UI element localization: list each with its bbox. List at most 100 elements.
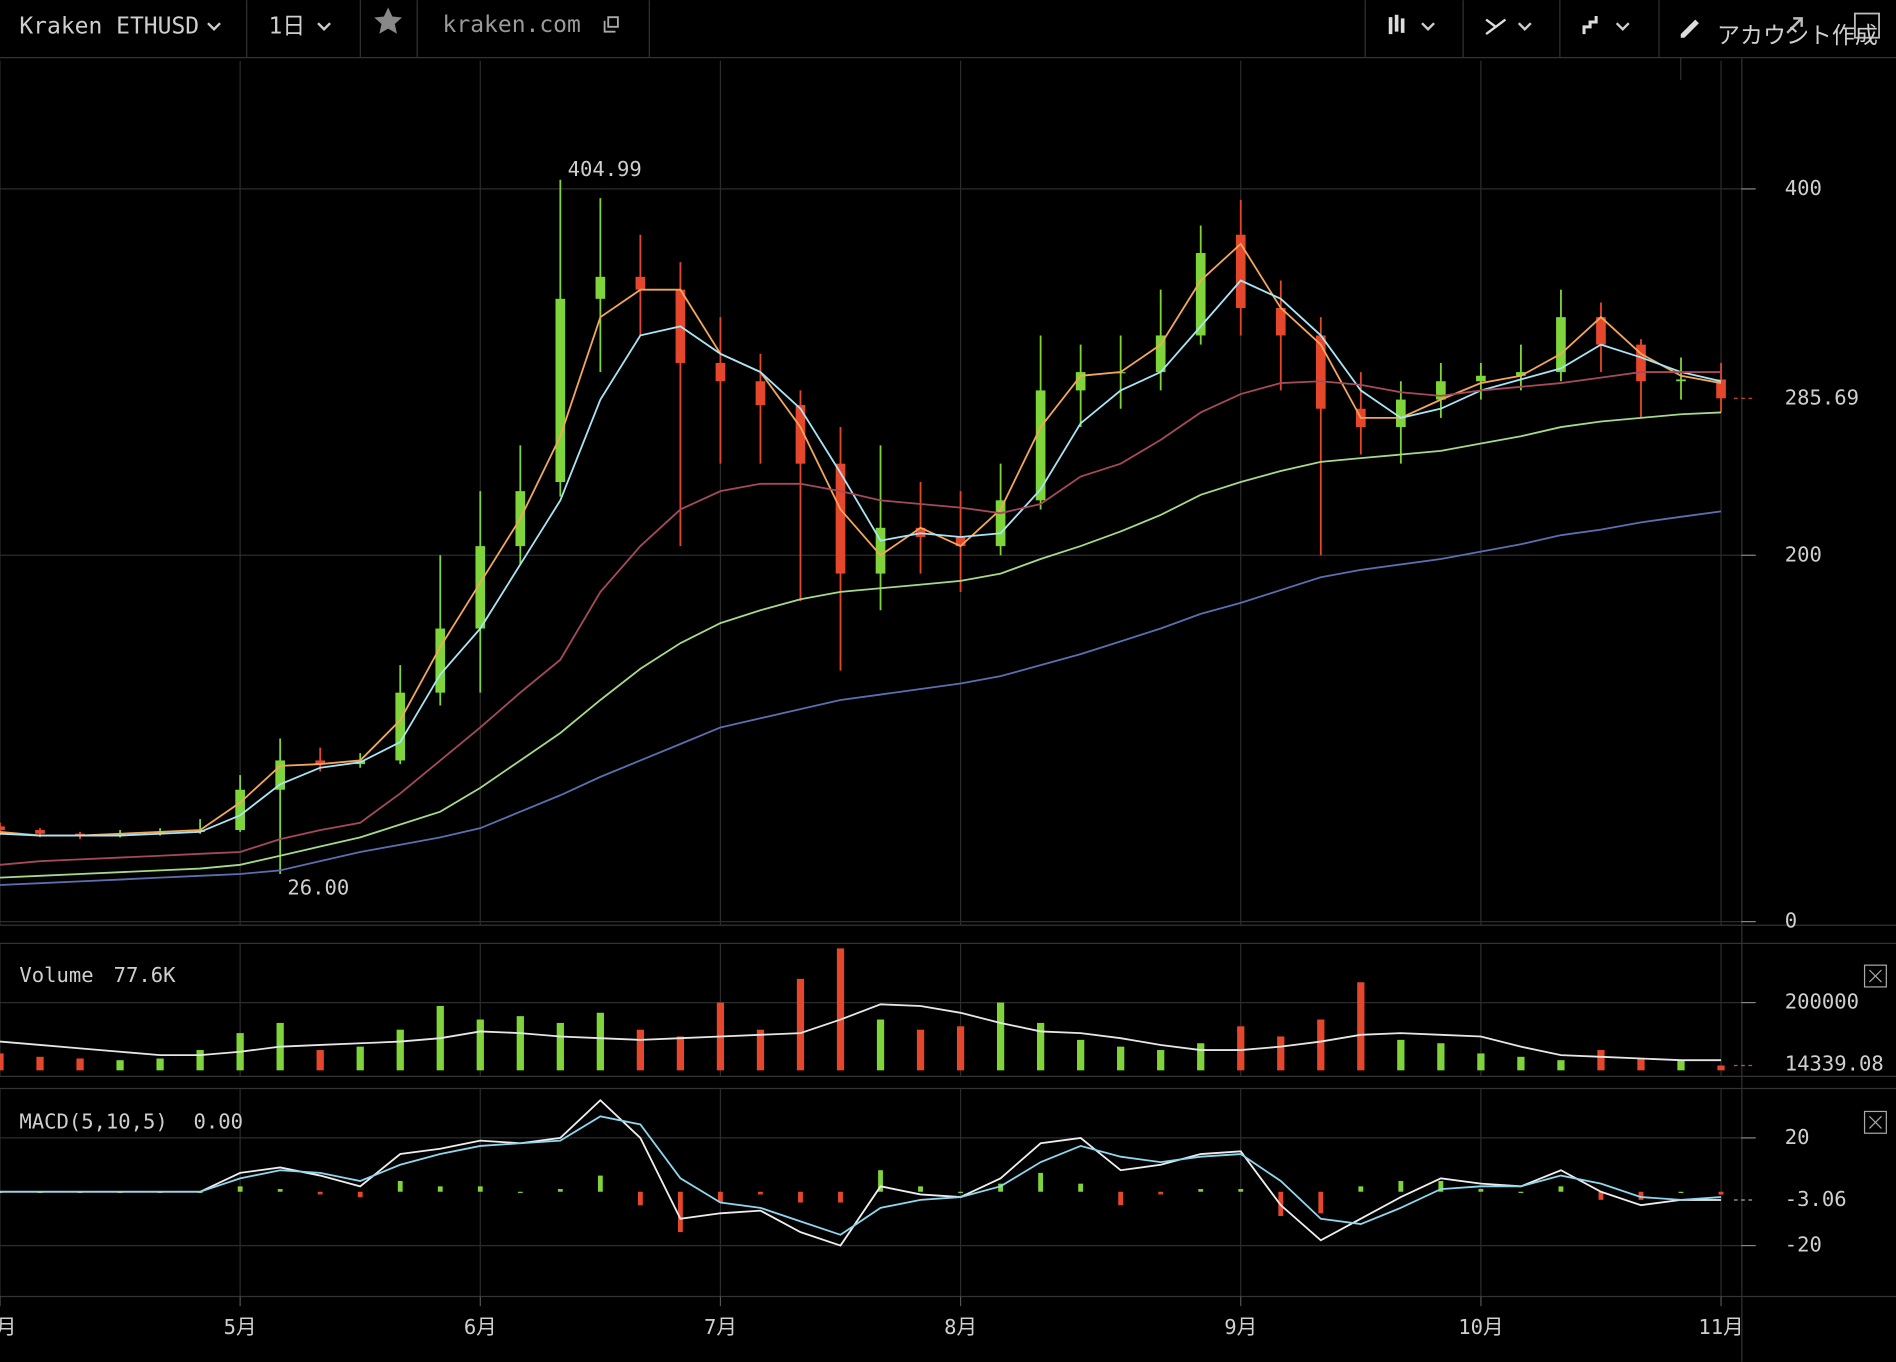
toolbar: Kraken ETHUSD 1日 kraken.com アカウント作成 <box>0 0 1896 81</box>
price-plot <box>0 179 1726 886</box>
candle-body <box>1315 335 1326 409</box>
y-tick-label: 0 <box>1785 909 1797 933</box>
candle-body <box>595 276 606 299</box>
volume-bar <box>636 1029 645 1071</box>
volume-bar <box>196 1050 204 1071</box>
volume-bar <box>1517 1056 1525 1071</box>
macd-histogram <box>317 1191 323 1195</box>
last-price-label: 285.69 <box>1785 385 1859 409</box>
favorite-star[interactable] <box>374 7 403 34</box>
volume-bar <box>1077 1039 1085 1071</box>
volume-bar <box>1277 1036 1285 1071</box>
account-link[interactable]: アカウント作成 <box>1717 23 1878 49</box>
macd-histogram <box>1558 1186 1564 1192</box>
candle-body <box>555 298 566 482</box>
macd-histogram <box>1118 1191 1124 1206</box>
candle-body <box>1636 344 1646 382</box>
macd-histogram <box>878 1170 883 1192</box>
close-box[interactable] <box>1863 964 1887 988</box>
volume-bar <box>916 1029 925 1071</box>
volume-bar <box>1477 1053 1485 1071</box>
candle-body <box>315 760 326 765</box>
chart-type-icon[interactable] <box>1388 14 1405 35</box>
candle-body <box>35 830 45 834</box>
volume-bar <box>1397 1039 1405 1071</box>
volume-bar <box>676 1036 685 1071</box>
volume-bar <box>596 1012 604 1071</box>
candle-body <box>1516 372 1526 376</box>
draw-icon[interactable] <box>1680 19 1699 38</box>
symbol[interactable]: Kraken ETHUSD <box>19 13 199 39</box>
toolbar-bg <box>0 0 1896 58</box>
candle-body <box>235 789 245 831</box>
candle-body <box>1275 307 1286 336</box>
candle-body <box>1476 375 1486 382</box>
last-macd-label: -3.06 <box>1785 1187 1847 1211</box>
y-tick-label: -20 <box>1785 1233 1822 1257</box>
volume-bar <box>1677 1060 1685 1071</box>
compare-icon[interactable] <box>1582 15 1598 35</box>
macd-histogram <box>1398 1180 1404 1192</box>
close-macd[interactable] <box>1863 1110 1887 1134</box>
volume-bar <box>1157 1050 1165 1071</box>
candle-body <box>1596 317 1606 345</box>
macd-histogram <box>798 1191 803 1203</box>
macd-histogram <box>1158 1191 1164 1195</box>
site-link[interactable]: kraken.com <box>443 12 581 38</box>
chevron <box>207 22 221 31</box>
popout-icon[interactable] <box>1786 17 1803 34</box>
macd-histogram <box>357 1191 363 1198</box>
macd-histogram <box>838 1191 843 1203</box>
y-tick-label: 400 <box>1785 176 1822 200</box>
macd-histogram <box>1038 1172 1044 1192</box>
macd-histogram <box>718 1191 723 1203</box>
chevron <box>1615 22 1630 31</box>
chevron <box>1421 22 1435 31</box>
macd-histogram <box>1478 1189 1484 1192</box>
indicator-icon[interactable] <box>1485 18 1507 36</box>
volume-bar <box>796 978 805 1071</box>
symbol-button[interactable]: Kraken ETHUSD <box>19 13 221 39</box>
close-box[interactable] <box>1863 1110 1887 1134</box>
volume-bar <box>1717 1065 1725 1071</box>
last-volume-label: 14339.08 <box>1785 1051 1884 1075</box>
macd-histogram <box>477 1186 483 1192</box>
volume-bar <box>1637 1058 1645 1071</box>
interval[interactable]: 1日 <box>268 13 305 39</box>
volume-bar <box>76 1058 84 1071</box>
volume-bar <box>316 1050 324 1071</box>
volume-ma <box>0 1003 1722 1062</box>
moving-average <box>0 510 1722 886</box>
volume-bar <box>956 1026 965 1071</box>
x-tick-label: 4月 <box>0 1315 16 1339</box>
volume-bar <box>36 1056 44 1071</box>
y-tick-label: 200000 <box>1785 990 1859 1014</box>
macd-histogram <box>277 1189 283 1192</box>
macd-histogram <box>637 1191 643 1206</box>
chevron <box>317 22 331 31</box>
volume-bar <box>556 1022 564 1071</box>
candle-body <box>1676 379 1686 382</box>
volume-bar <box>1597 1050 1605 1071</box>
candle-body <box>715 362 726 382</box>
y-tick-label: 20 <box>1785 1125 1810 1149</box>
candle-body <box>755 381 766 406</box>
candle-body <box>1195 253 1206 336</box>
candle-body <box>1436 381 1446 400</box>
y-tick-label: 200 <box>1785 542 1822 566</box>
macd-histogram <box>998 1183 1004 1192</box>
interval-button[interactable]: 1日 <box>268 13 331 39</box>
candle-body <box>1155 335 1166 373</box>
macd-histogram <box>1518 1191 1524 1193</box>
fullscreen-icon[interactable] <box>1853 12 1880 39</box>
x-tick-label: 5月 <box>224 1315 257 1339</box>
x-tick-label: 11月 <box>1698 1315 1743 1339</box>
macd-histogram <box>958 1191 963 1193</box>
candle-body <box>1235 234 1246 308</box>
close-volume[interactable] <box>1863 964 1887 988</box>
macd-line <box>0 1115 1722 1236</box>
candle-body <box>635 276 646 290</box>
candle-body <box>435 628 446 693</box>
